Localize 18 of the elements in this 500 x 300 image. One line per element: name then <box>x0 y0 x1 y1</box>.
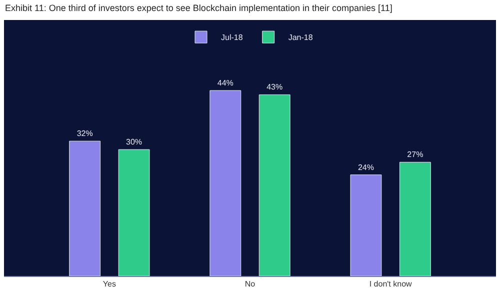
bar <box>210 90 242 276</box>
bar <box>350 174 382 276</box>
x-tick-label: Yes <box>102 280 116 289</box>
data-label: 44% <box>217 78 234 88</box>
legend-label: Jan-18 <box>288 33 314 42</box>
data-label: 24% <box>358 162 374 172</box>
data-label: 43% <box>266 82 283 92</box>
data-label: 30% <box>126 138 142 147</box>
x-tick-label: No <box>244 280 256 289</box>
chart-title: Exhibit 11: One third of investors expect to see Blockchain implementation in their companies [11] <box>5 2 392 13</box>
legend-label: Jul-18 <box>221 33 244 42</box>
bar <box>258 94 290 276</box>
x-tick-label: I don't know <box>369 280 412 289</box>
data-label: 32% <box>76 129 93 138</box>
bar <box>118 149 150 276</box>
bar <box>69 140 101 276</box>
data-label: 27% <box>407 150 424 160</box>
bar <box>399 162 431 276</box>
